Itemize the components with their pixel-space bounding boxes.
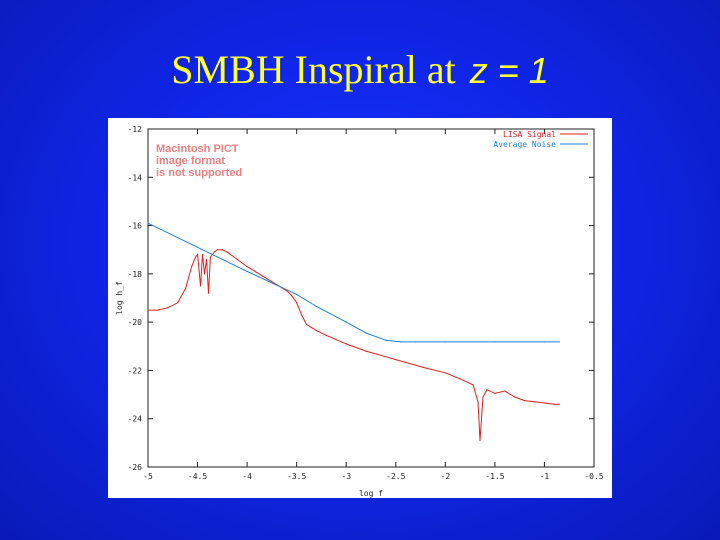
data-point: [459, 378, 461, 380]
x-tick-label: -1.5: [485, 472, 504, 481]
data-point: [514, 396, 516, 398]
lisa-strain-chart: Macintosh PICT image format is not suppo…: [115, 125, 604, 498]
data-point: [553, 403, 555, 405]
y-tick-label: -18: [128, 270, 143, 279]
pict-notice-line-1: Macintosh PICT: [156, 143, 239, 155]
data-point: [194, 256, 197, 258]
x-tick-label: -4.5: [188, 472, 207, 481]
y-axis-title: log h_f: [115, 281, 124, 315]
data-point: [482, 396, 484, 398]
data-point: [191, 266, 193, 268]
pict-notice-line-3: is not supported: [156, 167, 242, 179]
slide-title: SMBH Inspiral at z = 1: [0, 44, 720, 97]
data-point: [246, 270, 248, 273]
y-tick-label: -20: [128, 318, 143, 327]
data-point: [205, 258, 208, 260]
data-point: [167, 307, 169, 309]
data-point: [207, 292, 210, 294]
data-point: [266, 278, 268, 280]
plot-panel: Macintosh PICT image format is not suppo…: [108, 118, 612, 498]
data-point: [395, 358, 397, 361]
data-point: [524, 400, 526, 402]
data-point: [479, 439, 481, 442]
data-point: [472, 384, 474, 386]
data-point: [177, 302, 179, 304]
data-point: [315, 305, 318, 308]
data-point: [543, 341, 546, 343]
series-line-0: [148, 249, 560, 441]
x-tick-label: -2: [441, 472, 451, 481]
data-point: [256, 272, 258, 274]
slide-title-variable: z = 1: [469, 50, 549, 91]
data-point: [533, 401, 536, 403]
data-point: [296, 293, 298, 295]
data-point: [216, 249, 218, 251]
data-point: [558, 341, 560, 343]
y-tick-label: -24: [128, 415, 143, 424]
data-point: [185, 287, 187, 289]
data-point: [325, 334, 327, 337]
x-tick-label: -5: [143, 472, 153, 481]
x-tick-label: -4: [242, 472, 252, 481]
x-tick-label: -3.5: [287, 472, 306, 481]
data-point: [196, 253, 199, 256]
data-point: [203, 273, 206, 275]
data-point: [201, 253, 204, 256]
x-tick-label: -2.5: [386, 472, 405, 481]
data-point: [246, 266, 248, 268]
data-point: [543, 402, 546, 404]
data-point: [486, 389, 488, 391]
data-point: [301, 314, 303, 316]
y-tick-label: -12: [128, 125, 143, 134]
y-tick-label: -22: [128, 366, 143, 375]
data-point: [504, 390, 506, 392]
plot-frame: [147, 128, 595, 468]
y-tick-label: -16: [128, 222, 143, 231]
data-point: [305, 323, 308, 326]
data-point: [444, 341, 446, 343]
x-tick-label: -3: [341, 472, 351, 481]
data-point: [415, 341, 417, 343]
x-tick-label: -1: [540, 472, 550, 481]
x-axis-title: log f: [359, 489, 383, 498]
data-point: [494, 341, 496, 343]
legend-label-1: Average Noise: [493, 140, 556, 149]
y-tick-label: -26: [128, 463, 143, 472]
pict-placeholder-notice: Macintosh PICT image format is not suppo…: [156, 143, 242, 179]
data-point: [213, 251, 216, 253]
data-point: [365, 332, 367, 334]
data-point: [199, 285, 202, 287]
data-point: [196, 246, 199, 248]
data-point: [345, 321, 347, 323]
y-tick-label: -14: [128, 173, 143, 182]
pict-notice-line-2: image format: [156, 155, 225, 167]
data-point: [345, 343, 347, 345]
data-point: [444, 372, 446, 374]
series-line-1: [147, 222, 560, 343]
data-point: [424, 367, 427, 369]
data-point: [477, 401, 479, 403]
data-point: [147, 309, 149, 311]
data-point: [558, 403, 560, 405]
data-point: [226, 251, 228, 253]
data-point: [400, 341, 402, 343]
data-point: [157, 309, 159, 311]
data-point: [494, 392, 496, 394]
data-point: [315, 329, 318, 332]
data-point: [365, 350, 367, 352]
chart-layer: -5 -4.5 -4 -3.5 -3 -2.5 -2 -1.5 -1 -0.5 -12 -14 -16 -…: [115, 125, 604, 498]
x-tick-label: -0.5: [584, 472, 603, 481]
data-point: [209, 256, 212, 258]
data-point: [296, 302, 298, 304]
data-point: [147, 222, 149, 224]
data-point: [385, 339, 387, 341]
legend-label-0: LISA Signal: [503, 130, 556, 139]
data-point: [236, 258, 238, 260]
slide-title-main: SMBH Inspiral at: [171, 47, 456, 92]
data-point: [291, 294, 293, 297]
data-point: [221, 249, 223, 251]
